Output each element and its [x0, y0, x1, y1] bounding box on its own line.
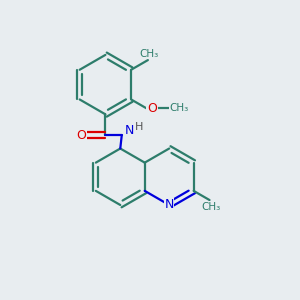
Text: N: N	[164, 199, 174, 212]
Text: CH₃: CH₃	[170, 103, 189, 113]
Text: CH₃: CH₃	[140, 49, 159, 58]
Text: CH₃: CH₃	[201, 202, 220, 212]
Text: H: H	[135, 122, 143, 132]
Text: N: N	[124, 124, 134, 137]
Text: O: O	[76, 129, 86, 142]
Text: O: O	[147, 102, 157, 115]
